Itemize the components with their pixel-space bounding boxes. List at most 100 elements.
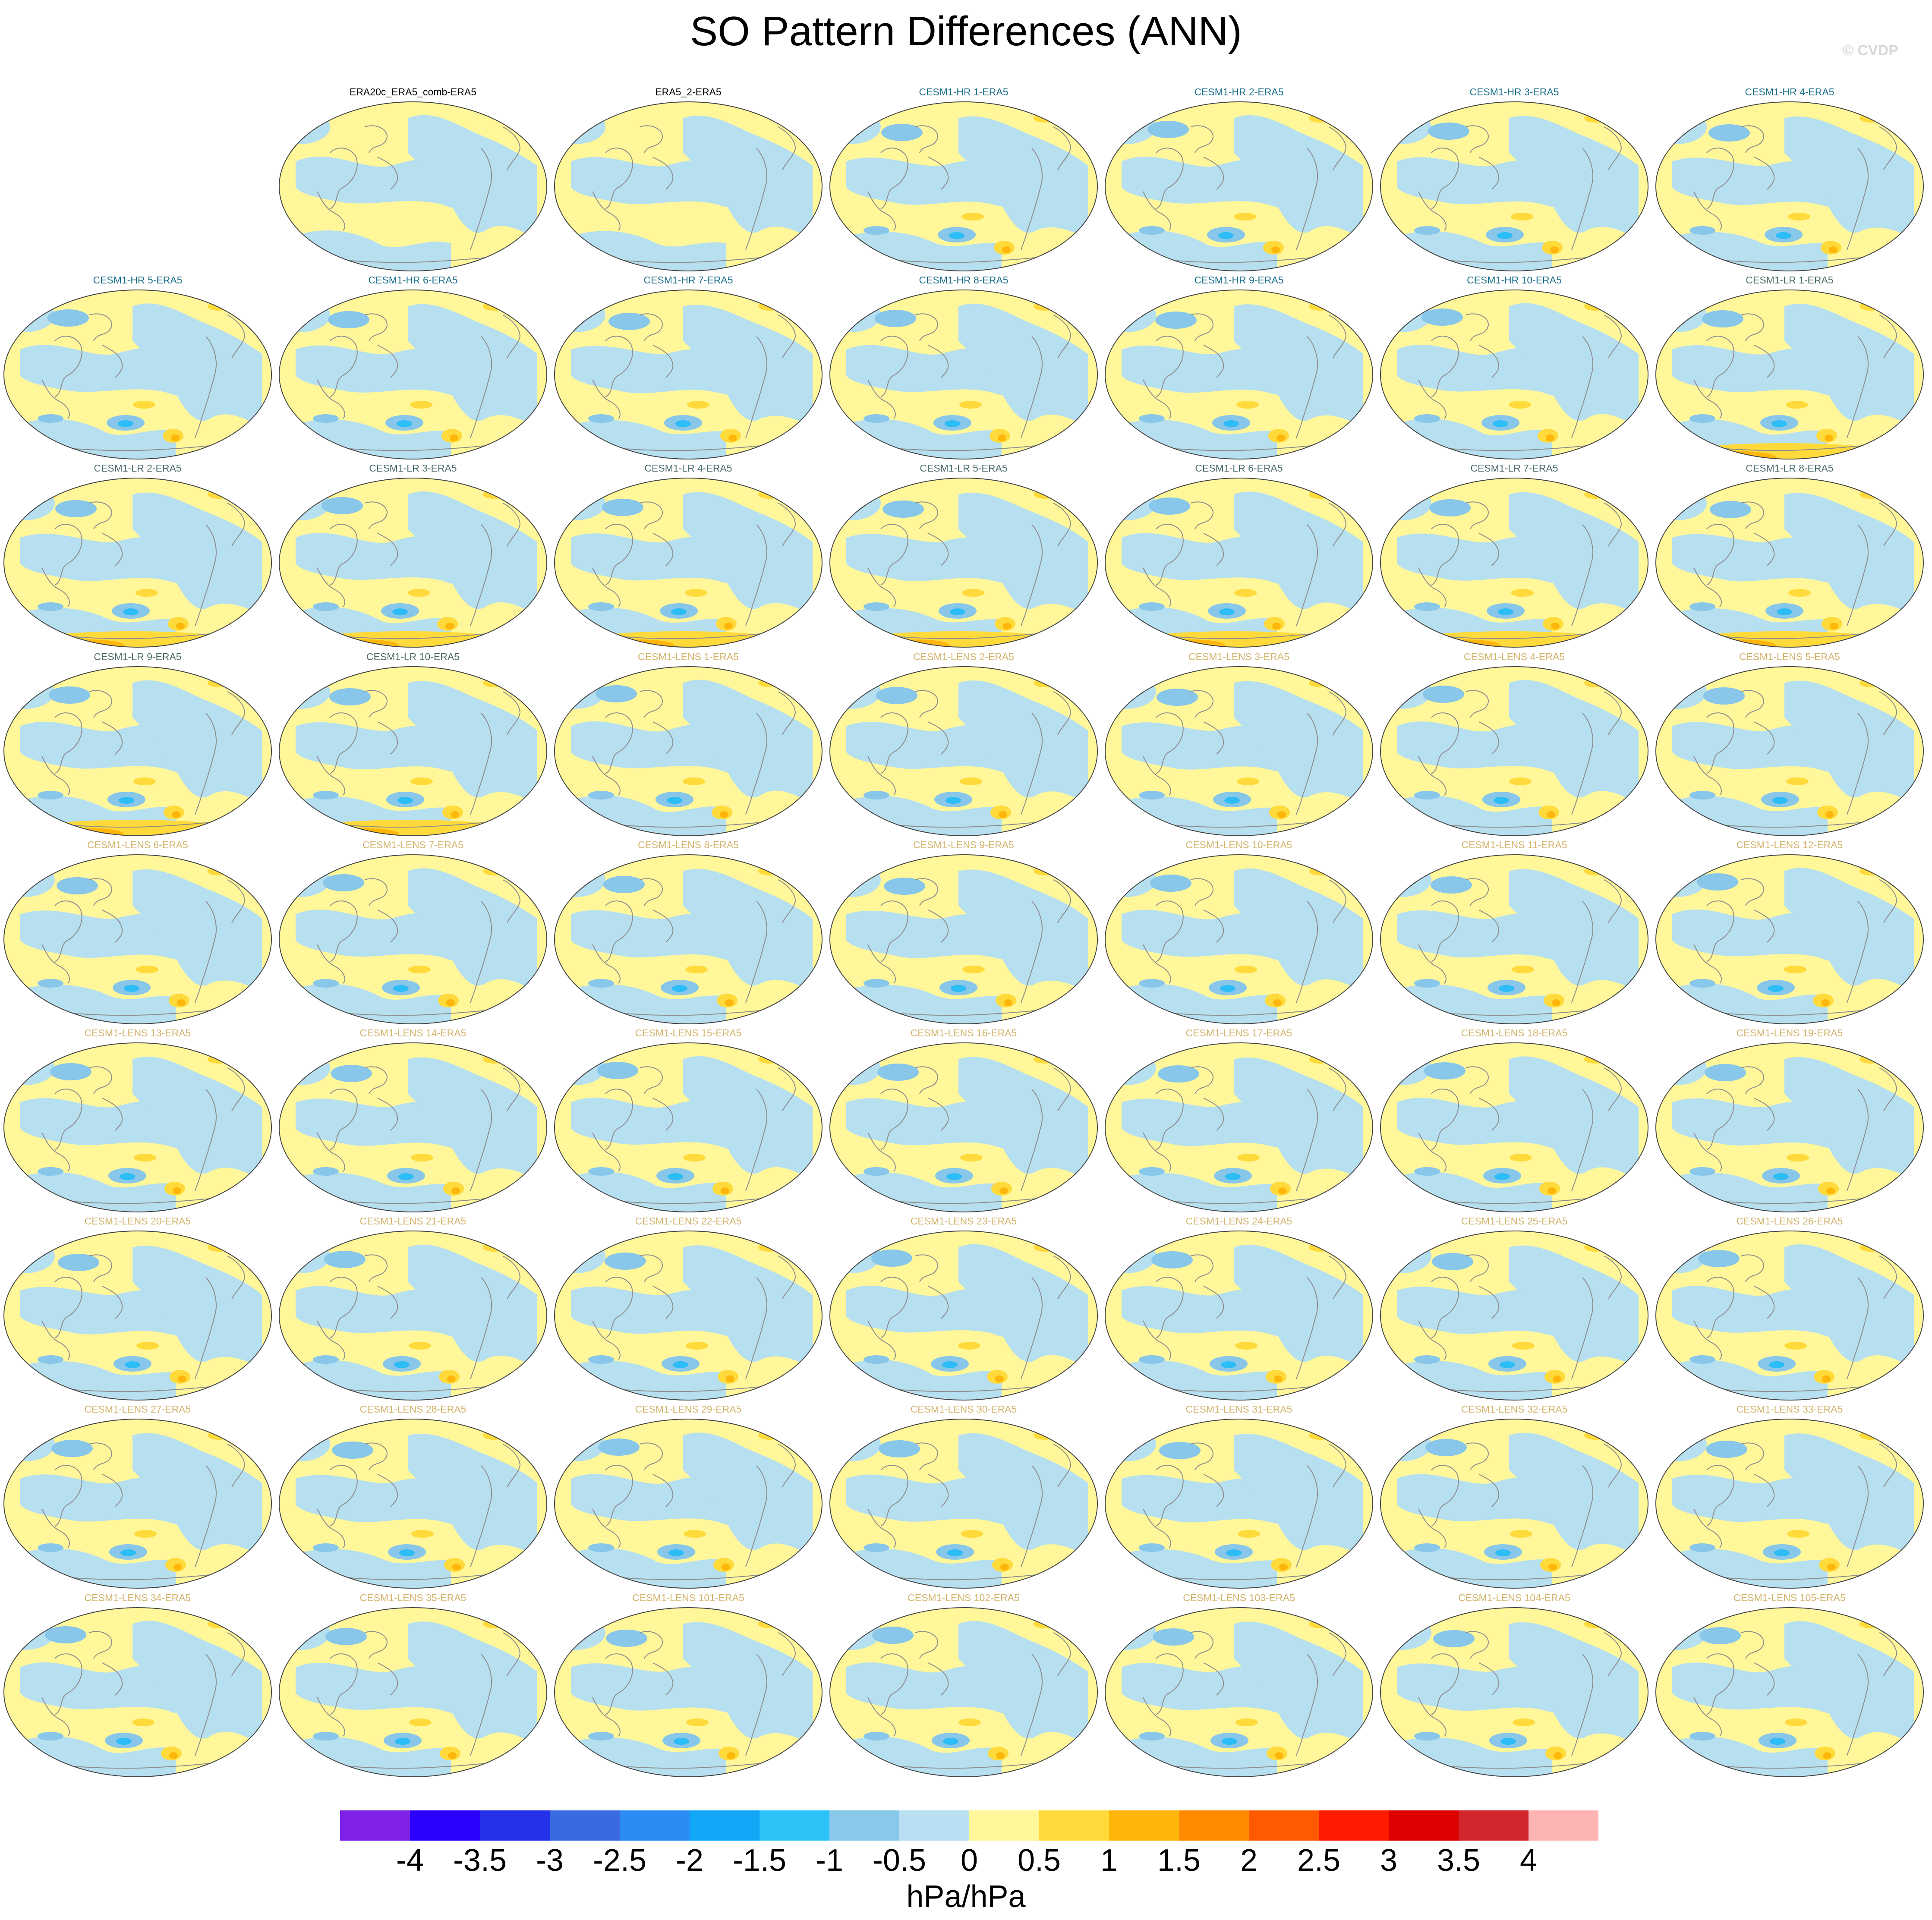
world-map <box>279 1607 547 1777</box>
coastline <box>928 721 949 755</box>
coastline <box>1879 1632 1897 1676</box>
coastline <box>1847 148 1869 250</box>
map-panel: CESM1-LENS 24-ERA5 <box>1101 1215 1377 1404</box>
coastline <box>502 1067 521 1111</box>
coastline <box>592 1508 621 1549</box>
anomaly-region <box>58 1254 99 1272</box>
map-frame <box>554 1231 823 1401</box>
coastline <box>778 1444 796 1488</box>
anomaly-region <box>685 965 708 973</box>
colorbar-tick-label: -0.5 <box>873 1843 926 1878</box>
anomaly-region <box>1550 246 1559 253</box>
anomaly-region <box>38 1167 63 1176</box>
anomaly-region <box>134 1530 157 1538</box>
map-frame <box>554 854 823 1024</box>
coastline <box>54 1089 82 1150</box>
coastline <box>470 1653 492 1756</box>
coastline <box>915 689 938 718</box>
coastline <box>470 712 492 815</box>
anomaly-region <box>132 1718 154 1726</box>
anomaly-region <box>1139 602 1165 611</box>
anomaly-region <box>1509 401 1531 409</box>
coastline <box>1328 126 1347 170</box>
anomaly-region <box>687 401 709 409</box>
coastline <box>915 313 938 341</box>
world-map <box>279 1042 547 1212</box>
anomaly-region <box>397 420 412 428</box>
coastline <box>745 524 767 626</box>
anomaly-region <box>1002 246 1011 253</box>
anomaly-region <box>683 1056 813 1180</box>
anomaly-region <box>132 680 262 804</box>
colorbar-tick-label: -1 <box>816 1843 843 1878</box>
coastline <box>778 1632 796 1676</box>
coastline <box>195 712 217 815</box>
colorbar-tick-label: 3 <box>1380 1843 1397 1878</box>
coastline <box>1571 1089 1593 1191</box>
map-frame <box>1655 478 1924 648</box>
panel-title: CESM1-HR 6-ERA5 <box>368 274 458 286</box>
coastline <box>652 157 674 190</box>
anomaly-region <box>120 1173 135 1180</box>
anomaly-region <box>409 1342 431 1350</box>
anomaly-region <box>178 1375 186 1383</box>
coastline <box>745 1089 767 1191</box>
coastline <box>605 1653 633 1715</box>
coastline <box>227 503 246 547</box>
coastline <box>1706 900 1734 962</box>
coastline <box>470 336 492 438</box>
map-frame <box>829 1042 1098 1212</box>
anomaly-region <box>951 985 966 992</box>
anomaly-region <box>1139 979 1165 988</box>
coastline <box>1053 1256 1072 1300</box>
anomaly-region <box>1771 420 1787 428</box>
coastline <box>880 712 908 774</box>
map-panel: CESM1-LENS 25-ERA5 <box>1377 1215 1652 1404</box>
anomaly-region <box>958 1057 1088 1180</box>
coastline <box>41 1320 70 1360</box>
map-panel: CESM1-LENS 105-ERA5 <box>1652 1592 1927 1780</box>
coastline <box>1478 533 1500 567</box>
anomaly-region <box>1226 1549 1242 1557</box>
anomaly-region <box>668 1549 684 1557</box>
anomaly-region <box>996 1752 1005 1759</box>
coastline <box>1431 1653 1459 1715</box>
anomaly-region <box>864 414 889 423</box>
anomaly-region <box>864 1167 889 1176</box>
coastline <box>652 1662 674 1696</box>
coastline <box>1328 1444 1347 1488</box>
anomaly-region <box>1150 874 1191 892</box>
coastline <box>1156 1089 1184 1150</box>
coastline <box>928 533 949 567</box>
coastline <box>652 1286 674 1319</box>
world-map <box>1105 1042 1373 1212</box>
anomaly-region <box>683 869 813 992</box>
panel-title: CESM1-LR 4-ERA5 <box>644 463 732 474</box>
coastline <box>915 1066 938 1094</box>
panel-title: CESM1-LENS 7-ERA5 <box>362 839 463 850</box>
map-frame <box>829 1607 1098 1777</box>
anomaly-region <box>1424 1062 1466 1080</box>
anomaly-region <box>683 305 813 428</box>
world-map <box>1105 1607 1373 1777</box>
coastline <box>1693 1697 1722 1737</box>
coastline <box>745 1653 767 1756</box>
coastline <box>1431 148 1459 209</box>
coastline <box>502 503 521 547</box>
anomaly-region <box>683 1154 706 1161</box>
anomaly-region <box>1159 1442 1201 1460</box>
anomaly-region <box>1689 602 1715 611</box>
map-panel: CESM1-LENS 27-ERA5 <box>0 1404 275 1592</box>
world-map <box>829 854 1098 1024</box>
anomaly-region <box>118 420 133 428</box>
coastline <box>377 909 398 943</box>
map-frame <box>279 854 547 1024</box>
coastline <box>470 1277 492 1379</box>
coastline <box>1741 313 1764 341</box>
anomaly-region <box>38 1355 63 1364</box>
anomaly-region <box>1498 608 1513 616</box>
coastline <box>1190 689 1213 718</box>
world-map <box>279 666 547 836</box>
map-panel: CESM1-LR 4-ERA5 <box>551 463 826 651</box>
coastline <box>1156 336 1184 398</box>
